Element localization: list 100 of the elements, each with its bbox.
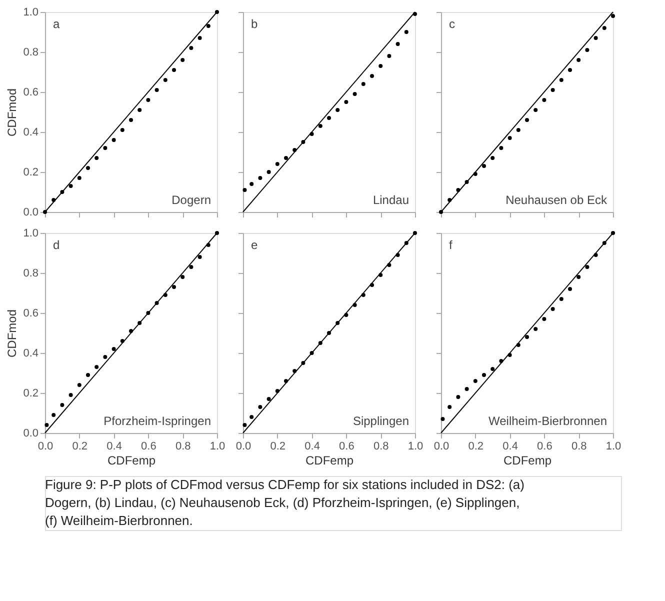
annotation: a	[53, 17, 60, 31]
x-tick-label: 0.4	[106, 440, 122, 452]
point	[94, 365, 99, 369]
point	[154, 88, 159, 92]
annotation: Neuhausen ob Eck	[506, 193, 608, 207]
point	[559, 297, 564, 301]
point	[378, 64, 383, 68]
point	[250, 415, 254, 419]
point	[77, 176, 82, 180]
point	[86, 166, 90, 170]
point	[172, 285, 176, 289]
point	[77, 383, 82, 387]
annotation: e	[251, 238, 258, 252]
point	[336, 108, 340, 112]
annotation: Sipplingen	[352, 414, 409, 428]
y-tick-label: 1.0	[23, 6, 38, 18]
annotation: c	[449, 17, 455, 31]
point	[52, 413, 56, 417]
y-tick-label: 0.2	[23, 166, 38, 178]
point	[370, 74, 374, 78]
point	[440, 417, 445, 421]
y-tick-label: 0.4	[23, 348, 38, 360]
point	[490, 367, 495, 371]
point	[542, 317, 546, 321]
caption: Figure 9: P-P plots of CDFmod versus CDFemp for six stations included in DS2: (a) Dogern, (b) Lindau, (c) Neuhausenob Eck, (d) Pforzheim-Ispringen, (e) Sipplingen, (f) Weilheim-Bierbronnen.	[45, 477, 524, 528]
point	[180, 275, 185, 279]
x-axis-title: CDFemp	[107, 454, 156, 468]
x-tick-label: 0.6	[339, 440, 354, 452]
point	[266, 170, 271, 174]
point	[258, 176, 262, 180]
point	[68, 184, 73, 188]
x-tick-label: 1.0	[408, 440, 424, 452]
point	[534, 108, 538, 112]
point	[112, 347, 116, 351]
x-tick-label: 0.2	[72, 440, 88, 452]
point	[516, 128, 520, 132]
point	[576, 275, 581, 279]
point	[258, 405, 262, 409]
point	[534, 327, 538, 331]
annotation: Dogern	[172, 193, 211, 207]
point	[86, 373, 90, 377]
x-axis-title: CDFemp	[503, 454, 552, 468]
x-tick-label: 1.0	[210, 440, 226, 452]
y-tick-label: 0.6	[23, 308, 38, 320]
point	[550, 88, 555, 92]
point	[525, 335, 529, 339]
point	[250, 182, 254, 186]
point	[266, 397, 271, 401]
point	[559, 78, 564, 82]
point	[189, 46, 194, 50]
point	[611, 14, 615, 18]
point	[198, 36, 202, 40]
x-tick-label: 0.0	[38, 440, 54, 452]
point	[525, 118, 529, 122]
y-tick-label: 0.2	[23, 388, 38, 400]
point	[490, 156, 495, 160]
point	[94, 156, 99, 160]
y-tick-label: 0.8	[23, 46, 38, 58]
x-tick-label: 0.0	[236, 440, 252, 452]
x-tick-label: 0.6	[537, 440, 552, 452]
annotation: f	[449, 238, 453, 252]
point	[568, 68, 572, 72]
point	[361, 82, 366, 86]
y-axis-title: CDFmod	[5, 88, 20, 137]
point	[189, 265, 194, 269]
point	[138, 108, 142, 112]
point	[585, 48, 590, 52]
x-tick-label: 0.2	[270, 440, 286, 452]
y-tick-label: 0.0	[23, 428, 38, 440]
point	[284, 156, 288, 160]
point	[499, 146, 504, 150]
point	[103, 146, 108, 150]
point	[456, 395, 460, 399]
x-tick-label: 0.8	[571, 440, 587, 452]
annotation: Weilheim-Bierbronnen	[488, 414, 607, 428]
point	[44, 423, 49, 427]
x-tick-label: 0.8	[373, 440, 389, 452]
y-tick-label: 0.0	[23, 206, 38, 218]
point	[473, 379, 478, 383]
point	[585, 265, 590, 269]
x-tick-label: 1.0	[606, 440, 622, 452]
point	[542, 98, 546, 102]
annotation: Lindau	[372, 193, 409, 207]
point	[594, 36, 598, 40]
point	[508, 136, 512, 140]
point	[602, 26, 606, 30]
point	[146, 98, 150, 102]
y-tick-label: 0.6	[23, 86, 38, 98]
point	[404, 30, 408, 34]
x-tick-label: 0.8	[175, 440, 191, 452]
x-tick-label: 0.0	[434, 440, 450, 452]
point	[568, 287, 572, 291]
y-tick-label: 0.4	[23, 126, 38, 138]
annotation: Pforzheim-Ispringen	[104, 414, 211, 428]
y-tick-label: 1.0	[23, 228, 38, 240]
y-axis-title: CDFmod	[5, 309, 20, 358]
point	[576, 58, 581, 62]
point	[550, 307, 555, 311]
x-tick-label: 0.2	[468, 440, 484, 452]
point	[275, 162, 280, 166]
